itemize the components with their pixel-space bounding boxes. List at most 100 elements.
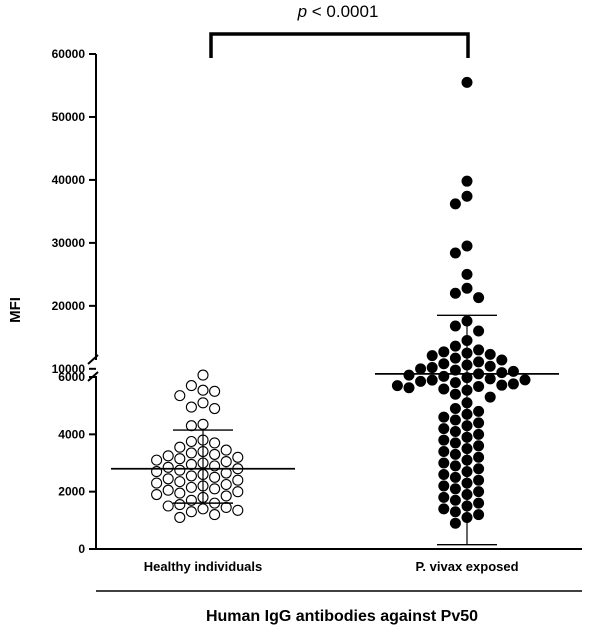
point-healthy [209,483,221,495]
y-tick-label: 30000 [52,236,86,250]
point-healthy [209,448,221,460]
point-pvivax [461,240,473,252]
point-pvivax [461,190,473,202]
y-tick-label: 40000 [52,173,86,187]
point-healthy [185,420,197,432]
point-pvivax [484,373,496,385]
point-healthy [197,384,209,396]
point-healthy [220,444,232,456]
point-healthy [162,450,174,462]
data-points [151,76,531,529]
point-pvivax [496,354,508,366]
point-pvivax [449,471,461,483]
point-pvivax [438,468,450,480]
point-healthy [232,451,244,463]
point-healthy [185,401,197,413]
y-tick-label: 4000 [58,427,85,441]
point-healthy [162,473,174,485]
point-pvivax [449,352,461,364]
point-pvivax [449,287,461,299]
point-pvivax [473,474,485,486]
point-healthy [209,471,221,483]
point-healthy [185,481,197,493]
point-pvivax [473,380,485,392]
y-tick-label: 50000 [52,110,86,124]
point-pvivax [473,451,485,463]
point-pvivax [461,175,473,187]
y-axis-break-mark-upper [87,354,99,365]
point-healthy [174,441,186,453]
point-pvivax [484,348,496,360]
point-pvivax [519,374,531,386]
point-pvivax [461,76,473,88]
p-value-label: p < 0.0001 [297,2,379,21]
point-pvivax [449,198,461,210]
point-healthy [185,470,197,482]
p-value-italic: p [297,2,307,21]
point-healthy [185,506,197,518]
point-healthy [151,488,163,501]
point-healthy [220,501,232,513]
point-healthy [162,500,174,512]
y-axis-title: MFI [7,297,24,323]
point-healthy [162,461,174,473]
point-pvivax [438,491,450,503]
point-healthy [185,447,197,459]
point-pvivax [473,497,485,509]
point-healthy [174,487,186,499]
point-pvivax [449,437,461,449]
point-healthy [162,484,174,496]
point-healthy [151,477,163,489]
point-pvivax [473,344,485,356]
point-healthy [174,499,186,511]
point-pvivax [438,370,450,382]
point-pvivax [473,509,485,521]
point-healthy [174,390,186,402]
point-pvivax [438,480,450,492]
point-pvivax [449,377,461,389]
point-pvivax [473,440,485,452]
point-pvivax [426,374,438,386]
x-tick-label-healthy: Healthy individuals [144,559,262,574]
point-healthy [197,369,209,381]
point-pvivax [449,340,461,352]
point-pvivax [438,446,450,458]
point-pvivax [438,434,450,446]
significance-bracket [209,32,470,58]
point-healthy [209,385,221,397]
point-pvivax [496,367,508,379]
y-tick-label: 20000 [52,299,86,313]
point-pvivax [438,358,450,370]
point-healthy [174,453,186,465]
point-pvivax [391,380,403,392]
point-healthy [209,509,221,521]
point-healthy [151,454,163,466]
point-pvivax [403,369,415,381]
point-pvivax [438,423,450,435]
point-healthy [197,503,209,515]
point-pvivax [438,411,450,423]
point-healthy [220,490,232,502]
point-pvivax [438,383,450,395]
point-pvivax [449,414,461,426]
point-healthy [220,478,232,491]
y-tick-label: 2000 [58,485,85,499]
point-pvivax [473,463,485,475]
point-healthy [174,476,186,488]
point-pvivax [438,503,450,515]
error-bars [111,314,559,546]
point-healthy [197,397,209,409]
y-tick-label: 0 [78,542,85,556]
point-healthy [185,435,197,448]
point-pvivax [449,448,461,460]
point-pvivax [461,268,473,280]
point-healthy [174,511,186,524]
point-pvivax [461,282,473,294]
point-pvivax [415,375,427,387]
point-healthy [232,486,244,498]
point-healthy [209,437,221,449]
p-value-rest: < 0.0001 [307,2,378,21]
point-pvivax [473,405,485,417]
point-pvivax [449,247,461,259]
